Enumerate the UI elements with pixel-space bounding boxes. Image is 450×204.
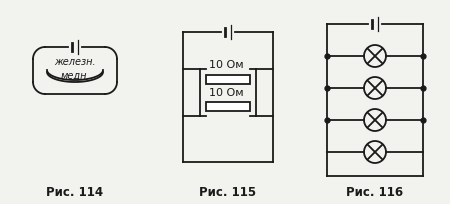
Text: Рис. 115: Рис. 115 xyxy=(199,185,256,198)
Text: Рис. 114: Рис. 114 xyxy=(46,185,104,198)
Text: Рис. 116: Рис. 116 xyxy=(346,185,404,198)
FancyBboxPatch shape xyxy=(206,74,250,83)
FancyBboxPatch shape xyxy=(206,102,250,111)
Text: медн.: медн. xyxy=(60,71,90,81)
Text: 10 Ом: 10 Ом xyxy=(209,88,243,98)
Text: железн.: железн. xyxy=(54,57,96,67)
Text: 10 Ом: 10 Ом xyxy=(209,61,243,71)
